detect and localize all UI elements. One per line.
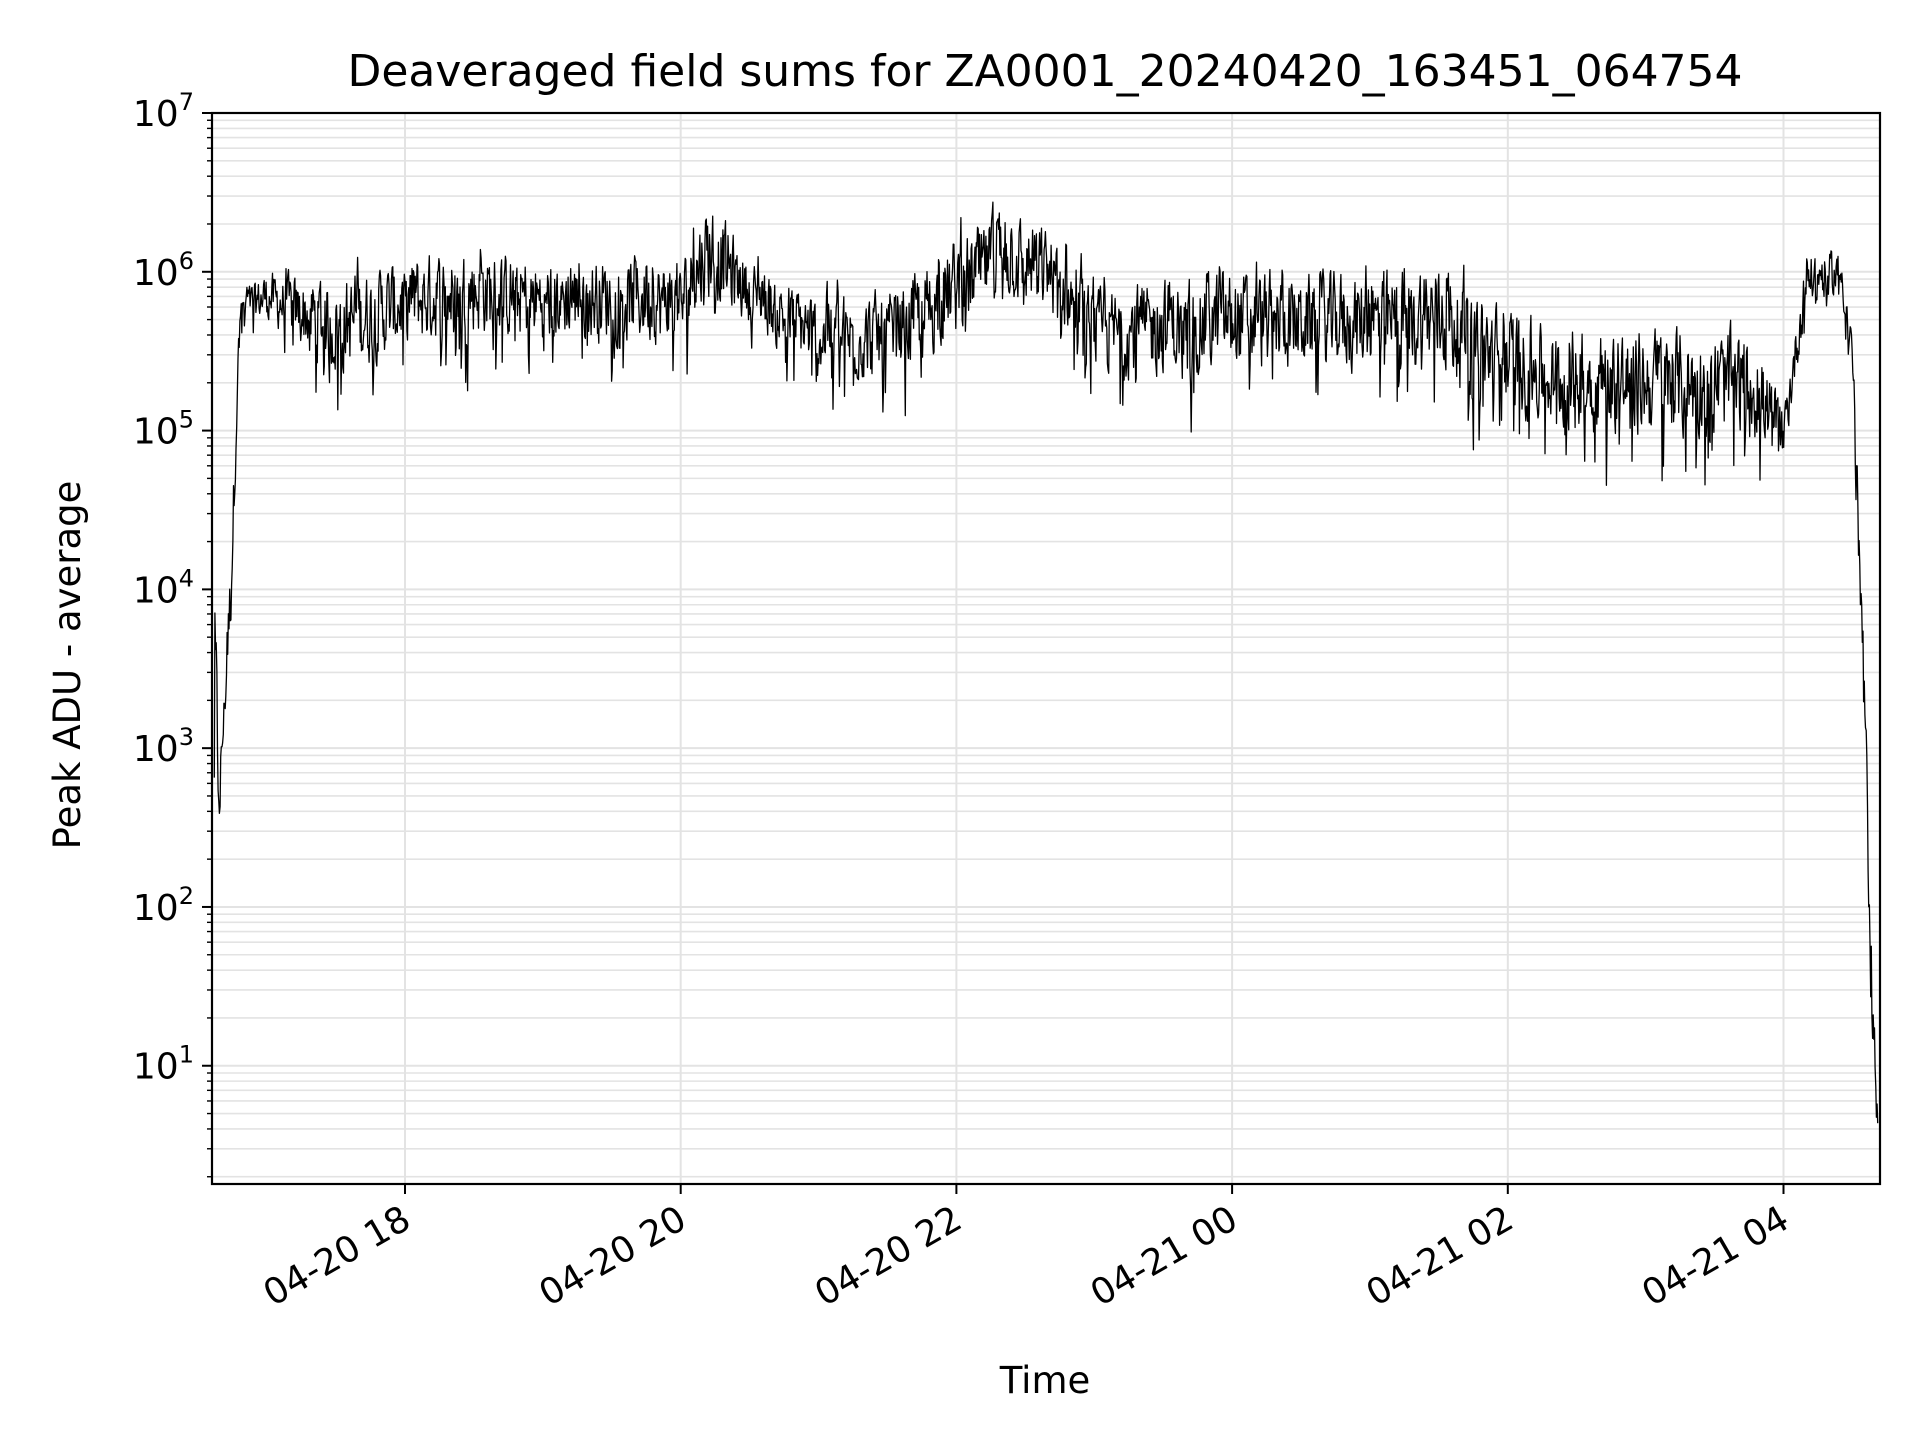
x-axis-label: Time <box>999 1359 1091 1402</box>
y-tick-label: 104 <box>133 564 194 611</box>
y-tick-label: 105 <box>133 406 194 453</box>
grid-layer <box>212 112 1880 1184</box>
y-tick-label: 103 <box>133 723 194 770</box>
chart-title: Deaveraged field sums for ZA0001_2024042… <box>347 46 1742 97</box>
y-axis-label: Peak ADU - average <box>46 481 89 850</box>
series-line <box>213 201 1879 1124</box>
series-layer <box>213 201 1879 1124</box>
y-tick-label: 106 <box>133 247 194 294</box>
y-tick-label: 101 <box>133 1041 194 1088</box>
y-tick-label: 107 <box>133 88 194 135</box>
plot-frame <box>210 111 1882 1186</box>
y-tick-label: 102 <box>133 882 194 929</box>
